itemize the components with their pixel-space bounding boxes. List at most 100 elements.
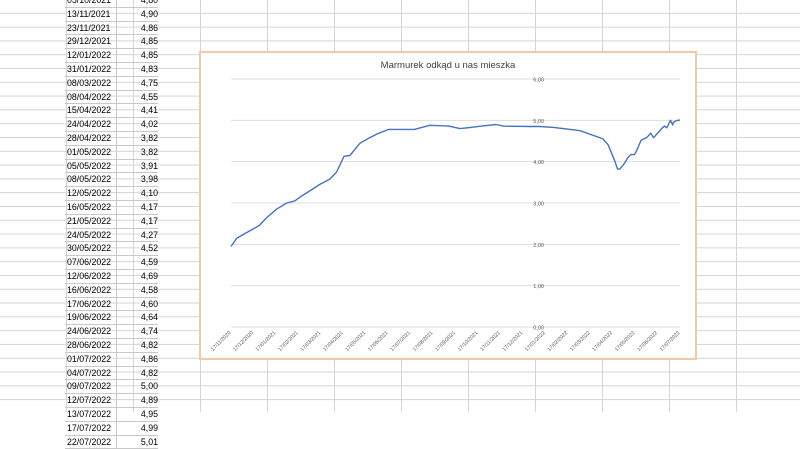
date-cell[interactable]: 12/07/2022 (65, 394, 117, 407)
date-cell[interactable]: 08/03/2022 (65, 77, 117, 90)
date-cell[interactable]: 01/07/2022 (65, 353, 117, 366)
date-cell[interactable]: 29/12/2021 (65, 35, 117, 48)
value-cell[interactable]: 4,64 (117, 311, 158, 324)
value-cell[interactable]: 4,41 (117, 104, 158, 117)
date-cell[interactable]: 07/06/2022 (65, 256, 117, 269)
date-cell[interactable]: 17/07/2022 (65, 422, 117, 435)
value-cell[interactable]: 4,95 (117, 408, 158, 421)
value-cell[interactable]: 4,17 (117, 215, 158, 228)
date-cell[interactable]: 22/07/2022 (65, 436, 117, 449)
date-cell[interactable]: 13/07/2022 (65, 408, 117, 421)
value-cell[interactable]: 4,85 (117, 35, 158, 48)
value-cell[interactable]: 4,69 (117, 270, 158, 283)
date-cell[interactable]: 05/05/2022 (65, 160, 117, 173)
value-cell[interactable]: 4,59 (117, 256, 158, 269)
date-cell[interactable]: 24/04/2022 (65, 118, 117, 131)
value-cell[interactable]: 4,27 (117, 229, 158, 242)
date-cell[interactable]: 28/06/2022 (65, 339, 117, 352)
value-cell[interactable]: 4,60 (117, 298, 158, 311)
date-cell[interactable]: 28/04/2022 (65, 132, 117, 145)
value-cell[interactable]: 5,00 (117, 380, 158, 393)
date-cell[interactable]: 15/04/2022 (65, 104, 117, 117)
value-cell[interactable]: 3,91 (117, 160, 158, 173)
date-cell[interactable]: 19/06/2022 (65, 311, 117, 324)
value-cell[interactable]: 4,74 (117, 325, 158, 338)
date-cell[interactable]: 13/11/2021 (65, 8, 117, 21)
date-cell[interactable]: 08/05/2022 (65, 173, 117, 186)
value-cell[interactable]: 4,17 (117, 201, 158, 214)
value-cell[interactable]: 4,99 (117, 422, 158, 435)
value-cell[interactable]: 4,85 (117, 49, 158, 62)
date-cell[interactable]: 08/04/2022 (65, 91, 117, 104)
value-cell[interactable]: 4,75 (117, 77, 158, 90)
value-cell[interactable]: 3,82 (117, 146, 158, 159)
value-cell[interactable]: 4,82 (117, 339, 158, 352)
value-cell[interactable]: 4,86 (117, 22, 158, 35)
date-cell[interactable]: 01/05/2022 (65, 146, 117, 159)
value-cell[interactable]: 3,82 (117, 132, 158, 145)
value-cell[interactable]: 4,86 (117, 353, 158, 366)
date-cell[interactable]: 24/05/2022 (65, 229, 117, 242)
date-cell[interactable]: 30/05/2022 (65, 242, 117, 255)
value-cell[interactable]: 5,01 (117, 436, 158, 449)
date-cell[interactable]: 23/11/2021 (65, 22, 117, 35)
date-cell[interactable]: 16/06/2022 (65, 284, 117, 297)
date-cell[interactable]: 09/07/2022 (65, 380, 117, 393)
date-cell[interactable]: 31/01/2022 (65, 63, 117, 76)
value-cell[interactable]: 4,02 (117, 118, 158, 131)
value-cell[interactable]: 4,58 (117, 284, 158, 297)
value-cell[interactable]: 3,98 (117, 173, 158, 186)
date-cell[interactable]: 12/01/2022 (65, 49, 117, 62)
date-cell[interactable]: 05/10/2021 (65, 0, 117, 7)
value-cell[interactable]: 4,89 (117, 394, 158, 407)
value-cell[interactable]: 4,52 (117, 242, 158, 255)
value-cell[interactable]: 4,90 (117, 8, 158, 21)
value-cell[interactable]: 4,55 (117, 91, 158, 104)
value-cell[interactable]: 4,80 (117, 0, 158, 7)
date-cell[interactable]: 17/06/2022 (65, 298, 117, 311)
date-cell[interactable]: 21/05/2022 (65, 215, 117, 228)
date-cell[interactable]: 12/05/2022 (65, 187, 117, 200)
date-cell[interactable]: 12/06/2022 (65, 270, 117, 283)
date-cell[interactable]: 04/07/2022 (65, 367, 117, 380)
date-cell[interactable]: 24/06/2022 (65, 325, 117, 338)
value-cell[interactable]: 4,10 (117, 187, 158, 200)
value-cell[interactable]: 4,83 (117, 63, 158, 76)
date-cell[interactable]: 16/05/2022 (65, 201, 117, 214)
value-cell[interactable]: 4,82 (117, 367, 158, 380)
